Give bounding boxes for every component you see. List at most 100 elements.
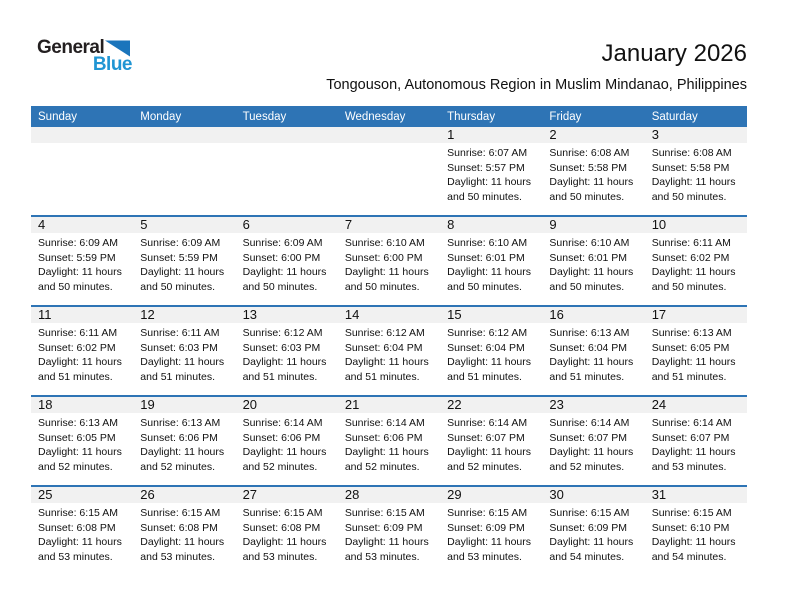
day-cell: 14 Sunrise: 6:12 AM Sunset: 6:04 PM Daylig…	[337, 307, 441, 395]
day-number-band: 27	[235, 487, 338, 503]
logo-text-general: General	[37, 37, 105, 58]
day-details: Sunrise: 6:09 AM Sunset: 5:59 PM Daylight:…	[31, 233, 133, 294]
detail-line: Sunrise: 6:15 AM	[140, 507, 221, 519]
detail-line: and 52 minutes.	[447, 460, 522, 473]
day-number-band: 11	[31, 307, 134, 323]
detail-line: and 52 minutes.	[549, 460, 625, 473]
detail-line: Sunrise: 6:09 AM	[38, 237, 118, 249]
day-number-band	[337, 127, 441, 143]
detail-line: Daylight: 11 hours	[651, 356, 736, 368]
day-cell: 31 Sunrise: 6:15 AM Sunset: 6:10 PM Daylig…	[644, 487, 747, 575]
day-details: Sunrise: 6:15 AM Sunset: 6:10 PM Daylight:…	[645, 503, 747, 564]
detail-line: Daylight: 11 hours	[242, 356, 327, 368]
detail-line: and 51 minutes.	[140, 370, 215, 383]
day-cell: 24 Sunrise: 6:14 AM Sunset: 6:07 PM Daylig…	[644, 397, 747, 485]
day-number-band: 30	[542, 487, 645, 503]
day-number: 5	[140, 217, 148, 232]
detail-line: Daylight: 11 hours	[549, 176, 634, 188]
detail-line: and 51 minutes.	[242, 370, 318, 383]
detail-line: Sunset: 6:07 PM	[549, 431, 628, 444]
detail-line: and 51 minutes.	[651, 370, 727, 383]
detail-line: Sunrise: 6:09 AM	[140, 237, 221, 249]
detail-line: Daylight: 11 hours	[447, 356, 531, 368]
day-cell: 21 Sunrise: 6:14 AM Sunset: 6:06 PM Daylig…	[337, 397, 441, 485]
weekday-header-saturday: Saturday	[651, 110, 698, 123]
day-details: Sunrise: 6:11 AM Sunset: 6:03 PM Daylight:…	[133, 323, 235, 384]
day-details: Sunrise: 6:13 AM Sunset: 6:05 PM Daylight:…	[31, 413, 133, 474]
detail-line: Sunset: 6:07 PM	[447, 431, 525, 444]
weekday-header-thursday: Thursday	[447, 110, 496, 123]
day-number-band: 6	[235, 217, 338, 233]
detail-line: Daylight: 11 hours	[140, 356, 225, 368]
detail-line: Sunset: 6:08 PM	[242, 521, 321, 534]
day-cell: 18 Sunrise: 6:13 AM Sunset: 6:05 PM Daylig…	[31, 397, 134, 485]
day-details: Sunrise: 6:15 AM Sunset: 6:09 PM Daylight:…	[542, 503, 644, 564]
detail-line: Daylight: 11 hours	[651, 446, 736, 458]
detail-line: Sunset: 6:07 PM	[651, 431, 730, 444]
day-details: Sunrise: 6:13 AM Sunset: 6:04 PM Daylight:…	[542, 323, 644, 384]
day-number: 17	[651, 307, 667, 322]
detail-line: and 51 minutes.	[447, 370, 522, 383]
day-details: Sunrise: 6:13 AM Sunset: 6:06 PM Daylight:…	[133, 413, 235, 474]
detail-line: Daylight: 11 hours	[651, 176, 736, 188]
calendar-grid: Sunday Monday Tuesday Wednesday Thursday…	[31, 106, 747, 575]
day-cell: 10 Sunrise: 6:11 AM Sunset: 6:02 PM Daylig…	[644, 217, 747, 305]
day-number: 3	[651, 127, 659, 142]
detail-line: Sunrise: 6:15 AM	[651, 507, 732, 519]
day-cell: 25 Sunrise: 6:15 AM Sunset: 6:08 PM Daylig…	[31, 487, 134, 575]
day-number: 10	[651, 217, 667, 232]
day-number-band: 8	[440, 217, 543, 233]
day-details: Sunrise: 6:12 AM Sunset: 6:04 PM Daylight:…	[440, 323, 542, 384]
detail-line: and 50 minutes.	[447, 190, 522, 203]
detail-line: and 53 minutes.	[651, 460, 727, 473]
day-number-band: 20	[235, 397, 338, 413]
weekday-header-tuesday: Tuesday	[242, 110, 287, 123]
day-cell: 28 Sunrise: 6:15 AM Sunset: 6:09 PM Daylig…	[337, 487, 441, 575]
detail-line: Daylight: 11 hours	[38, 536, 122, 548]
detail-line: Sunset: 6:09 PM	[549, 521, 628, 534]
detail-line: Sunset: 6:02 PM	[38, 341, 116, 354]
detail-line: Sunset: 6:04 PM	[447, 341, 525, 354]
day-cell-empty	[31, 127, 134, 215]
detail-line: Sunset: 6:10 PM	[651, 521, 730, 534]
day-details: Sunrise: 6:08 AM Sunset: 5:58 PM Daylight:…	[542, 143, 644, 204]
detail-line: and 53 minutes.	[242, 550, 318, 563]
detail-line: Sunrise: 6:13 AM	[140, 417, 221, 429]
detail-line: Daylight: 11 hours	[242, 446, 327, 458]
detail-line: Daylight: 11 hours	[344, 536, 429, 548]
detail-line: Sunset: 6:02 PM	[651, 251, 730, 264]
detail-line: Daylight: 11 hours	[447, 446, 531, 458]
detail-line: Sunset: 6:05 PM	[38, 431, 116, 444]
day-number: 25	[38, 487, 53, 502]
detail-line: Sunrise: 6:11 AM	[651, 237, 731, 249]
day-number-band: 5	[133, 217, 236, 233]
detail-line: and 52 minutes.	[242, 460, 318, 473]
day-cell: 2 Sunrise: 6:08 AM Sunset: 5:58 PM Dayligh…	[542, 127, 645, 215]
detail-line: and 53 minutes.	[447, 550, 522, 563]
day-number: 6	[242, 217, 250, 232]
detail-line: Sunset: 6:01 PM	[549, 251, 628, 264]
day-details: Sunrise: 6:15 AM Sunset: 6:09 PM Daylight:…	[338, 503, 440, 564]
detail-line: Sunset: 5:58 PM	[549, 161, 628, 174]
day-cell: 8 Sunrise: 6:10 AM Sunset: 6:01 PM Dayligh…	[440, 217, 543, 305]
detail-line: Sunset: 6:06 PM	[344, 431, 423, 444]
day-number-band: 23	[542, 397, 645, 413]
detail-line: Sunset: 6:08 PM	[38, 521, 116, 534]
day-cell: 9 Sunrise: 6:10 AM Sunset: 6:01 PM Dayligh…	[542, 217, 645, 305]
detail-line: Daylight: 11 hours	[344, 266, 429, 278]
detail-line: Sunset: 6:06 PM	[140, 431, 218, 444]
detail-line: Sunset: 6:09 PM	[344, 521, 423, 534]
detail-line: Sunrise: 6:09 AM	[242, 237, 323, 249]
detail-line: Sunrise: 6:13 AM	[549, 327, 630, 339]
day-details: Sunrise: 6:11 AM Sunset: 6:02 PM Daylight:…	[645, 233, 747, 294]
detail-line: Sunset: 6:08 PM	[140, 521, 218, 534]
day-cell: 12 Sunrise: 6:11 AM Sunset: 6:03 PM Daylig…	[133, 307, 236, 395]
day-number: 1	[447, 127, 455, 142]
day-cell-empty	[133, 127, 236, 215]
detail-line: and 51 minutes.	[344, 370, 420, 383]
day-cell: 27 Sunrise: 6:15 AM Sunset: 6:08 PM Daylig…	[235, 487, 338, 575]
detail-line: Sunset: 6:06 PM	[242, 431, 321, 444]
detail-line: and 52 minutes.	[140, 460, 215, 473]
detail-line: and 50 minutes.	[549, 190, 625, 203]
detail-line: Daylight: 11 hours	[447, 176, 531, 188]
